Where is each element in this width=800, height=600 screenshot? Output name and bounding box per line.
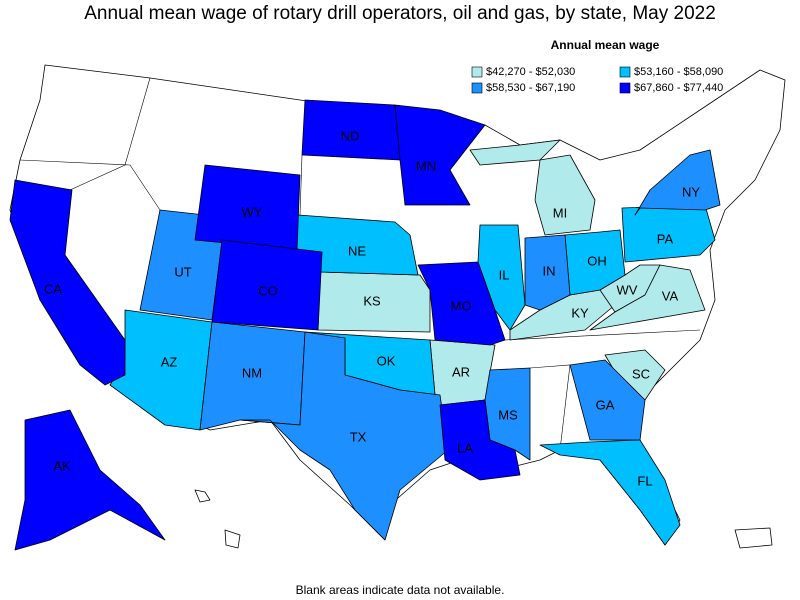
state-label: PA [657, 231, 674, 246]
state [634, 149, 721, 216]
legend-swatch [619, 66, 631, 78]
hawaii [194, 489, 211, 503]
state-label: CA [44, 281, 62, 296]
state [439, 399, 521, 481]
state-label: SC [632, 366, 650, 381]
state-label: KY [571, 305, 589, 320]
state-label: TX [350, 429, 367, 444]
state-label: MI [553, 205, 567, 220]
state-label: VA [662, 288, 679, 303]
state-label: AZ [161, 354, 178, 369]
state-label: ND [341, 128, 360, 143]
state-label: GA [596, 397, 615, 412]
state-label: WY [242, 204, 263, 219]
state-label: AR [452, 364, 470, 379]
state-label: CO [258, 283, 278, 298]
state [539, 439, 681, 546]
state-border [19, 159, 161, 211]
state-border [299, 154, 303, 216]
state [394, 104, 486, 206]
state-label: AK [53, 458, 71, 473]
state-label: OH [587, 253, 607, 268]
state-label: MO [451, 298, 472, 313]
state-border [504, 329, 701, 341]
state-label: IN [543, 263, 556, 278]
state [569, 359, 646, 441]
legend-swatch [471, 82, 483, 94]
state [211, 239, 323, 331]
state-label: FL [637, 473, 652, 488]
state-label: NE [348, 243, 366, 258]
state-label: MS [498, 407, 518, 422]
state [14, 409, 166, 551]
puerto-rico [734, 527, 773, 549]
state [534, 154, 596, 236]
state-label: UT [174, 264, 191, 279]
state [524, 234, 571, 311]
legend-title: Annual mean wage [551, 38, 660, 52]
state [469, 139, 561, 166]
state-label: MN [416, 158, 436, 173]
state-label: IL [499, 267, 510, 282]
legend-label: $67,860 - $77,440 [634, 82, 723, 94]
state [9, 179, 126, 386]
legend-label: $53,160 - $58,090 [634, 66, 723, 78]
state-label: NM [242, 365, 262, 380]
state [239, 331, 449, 541]
state-label: WV [617, 282, 638, 297]
map-title: Annual mean wage of rotary drill operato… [84, 3, 716, 24]
state [417, 261, 506, 346]
state-label: KS [363, 293, 381, 308]
legend-swatch [471, 66, 483, 78]
state-label: OK [377, 353, 396, 368]
state-label: LA [457, 440, 473, 455]
state-label: NY [682, 184, 700, 199]
legend-label: $42,270 - $52,030 [486, 66, 575, 78]
legend-swatch [619, 82, 631, 94]
footnote: Blank areas indicate data not available. [296, 583, 505, 597]
legend-label: $58,530 - $67,190 [486, 82, 575, 94]
state [589, 264, 706, 331]
state-border [69, 77, 151, 191]
hawaii [224, 529, 241, 549]
